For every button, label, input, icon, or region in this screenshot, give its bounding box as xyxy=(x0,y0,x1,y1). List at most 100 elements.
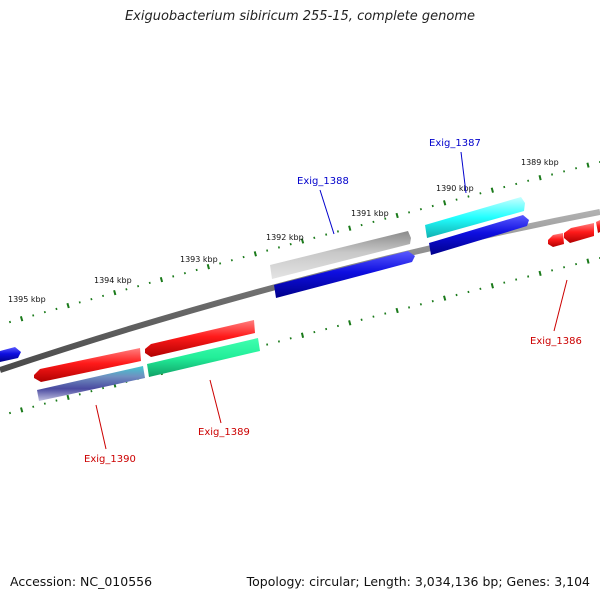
scale-minor-tick xyxy=(467,290,470,294)
scale-minor-tick xyxy=(431,204,434,208)
scale-minor-tick xyxy=(195,268,198,272)
scale-minor-tick xyxy=(277,246,280,249)
scale-major-tick xyxy=(253,251,257,257)
gene-exig-1387-blue[interactable] xyxy=(429,215,529,255)
scale-major-tick xyxy=(490,187,494,193)
scale-minor-tick xyxy=(503,281,506,284)
scale-minor-tick xyxy=(408,306,411,309)
scale-major-tick xyxy=(586,162,590,168)
scale-label-1391: 1391 kbp xyxy=(351,209,389,218)
scale-minor-tick xyxy=(313,236,316,240)
scale-minor-tick xyxy=(563,170,566,173)
scale-minor-tick xyxy=(372,315,375,318)
scale-minor-tick xyxy=(455,198,458,201)
scale-minor-tick xyxy=(431,300,434,303)
footer-accession: Accession: NC_010556 xyxy=(10,574,153,589)
label-exig-1386[interactable]: Exig_1386 xyxy=(530,336,582,347)
scale-minor-tick xyxy=(360,223,363,227)
gene-exig-1390-red[interactable] xyxy=(34,348,141,382)
scale-major-tick xyxy=(443,200,447,206)
gene-right-edge-red[interactable] xyxy=(596,220,600,233)
scale-minor-tick xyxy=(325,327,328,331)
gene-exig-1386-red-a[interactable] xyxy=(564,223,594,243)
scale-minor-tick xyxy=(503,185,506,189)
scale-minor-tick xyxy=(172,275,175,278)
scale-minor-tick xyxy=(419,207,422,211)
scale-major-tick xyxy=(66,302,70,309)
scale-minor-tick xyxy=(527,275,530,278)
leader-exig-1387 xyxy=(460,151,467,194)
scale-major-tick xyxy=(348,320,352,326)
footer-topology-info: Topology: circular; Length: 3,034,136 bp… xyxy=(246,574,590,589)
scale-minor-tick xyxy=(360,318,363,321)
scale-minor-tick xyxy=(43,310,46,314)
gene-exig-1386-red-b[interactable] xyxy=(548,233,564,247)
leader-exig-1386 xyxy=(553,279,568,332)
outer-scale-ticks xyxy=(8,161,600,324)
scale-minor-tick xyxy=(102,294,105,298)
scale-label-1395: 1395 kbp xyxy=(8,295,46,304)
scale-minor-tick xyxy=(419,303,422,306)
gene-exig-1390-slate[interactable] xyxy=(37,366,145,401)
scale-minor-tick xyxy=(219,262,222,265)
scale-minor-tick xyxy=(32,405,35,408)
scale-major-tick xyxy=(206,264,210,270)
scale-minor-tick xyxy=(313,330,316,334)
scale-label-1389: 1389 kbp xyxy=(521,158,559,167)
label-exig-1388[interactable]: Exig_1388 xyxy=(297,176,349,187)
scale-label-1390: 1390 kbp xyxy=(436,184,474,193)
scale-minor-tick xyxy=(527,179,530,182)
scale-major-tick xyxy=(586,258,590,264)
scale-minor-tick xyxy=(551,269,554,272)
scale-major-tick xyxy=(113,289,117,296)
scale-minor-tick xyxy=(336,230,339,233)
scale-label-1392: 1392 kbp xyxy=(266,233,304,242)
scale-minor-tick xyxy=(90,389,93,393)
scale-minor-tick xyxy=(8,320,12,324)
scale-minor-tick xyxy=(78,393,81,396)
label-exig-1390[interactable]: Exig_1390 xyxy=(84,454,136,465)
scale-minor-tick xyxy=(148,281,151,285)
scale-minor-tick xyxy=(230,259,233,262)
scale-major-tick xyxy=(159,276,164,283)
scale-minor-tick xyxy=(32,314,35,317)
scale-minor-tick xyxy=(242,255,245,259)
scale-minor-tick xyxy=(372,220,375,224)
scale-minor-tick xyxy=(277,340,280,343)
scale-major-tick xyxy=(538,270,542,277)
gene-left-edge-blue[interactable] xyxy=(0,347,21,362)
leader-exig-1390 xyxy=(95,404,107,450)
label-exig-1389[interactable]: Exig_1389 xyxy=(198,427,250,438)
gene-exig-1388-blue[interactable] xyxy=(274,251,415,298)
scale-minor-tick xyxy=(563,266,566,269)
scale-minor-tick xyxy=(325,233,328,236)
scale-minor-tick xyxy=(90,297,93,301)
scale-minor-tick xyxy=(78,301,81,304)
scale-minor-tick xyxy=(43,402,46,405)
scale-label-1394: 1394 kbp xyxy=(94,276,132,285)
scale-minor-tick xyxy=(455,293,458,297)
scale-minor-tick xyxy=(183,271,186,275)
scale-minor-tick xyxy=(55,307,58,311)
label-exig-1387[interactable]: Exig_1387 xyxy=(429,138,481,149)
gene-exig-1389-red[interactable] xyxy=(145,320,255,357)
gene-exig-1387-cyan[interactable] xyxy=(425,197,525,238)
scale-major-tick xyxy=(20,407,24,413)
leader-exig-1388 xyxy=(319,189,335,235)
gene-exig-1388-grey[interactable] xyxy=(270,231,411,279)
scale-minor-tick xyxy=(384,312,387,315)
scale-minor-tick xyxy=(479,287,482,291)
page-title: Exiguobacterium sibiricum 255-15, comple… xyxy=(124,9,476,24)
scale-major-tick xyxy=(348,225,352,231)
scale-minor-tick xyxy=(102,386,105,390)
scale-major-tick xyxy=(19,316,24,322)
scale-major-tick xyxy=(538,174,542,181)
scale-minor-tick xyxy=(515,278,518,281)
scale-minor-tick xyxy=(125,288,128,291)
scale-minor-tick xyxy=(467,195,470,198)
gene-exig-1389-green[interactable] xyxy=(147,338,260,377)
scale-major-tick xyxy=(395,307,399,314)
scale-minor-tick xyxy=(266,343,269,346)
scale-major-tick xyxy=(300,332,305,338)
scale-minor-tick xyxy=(266,249,269,252)
